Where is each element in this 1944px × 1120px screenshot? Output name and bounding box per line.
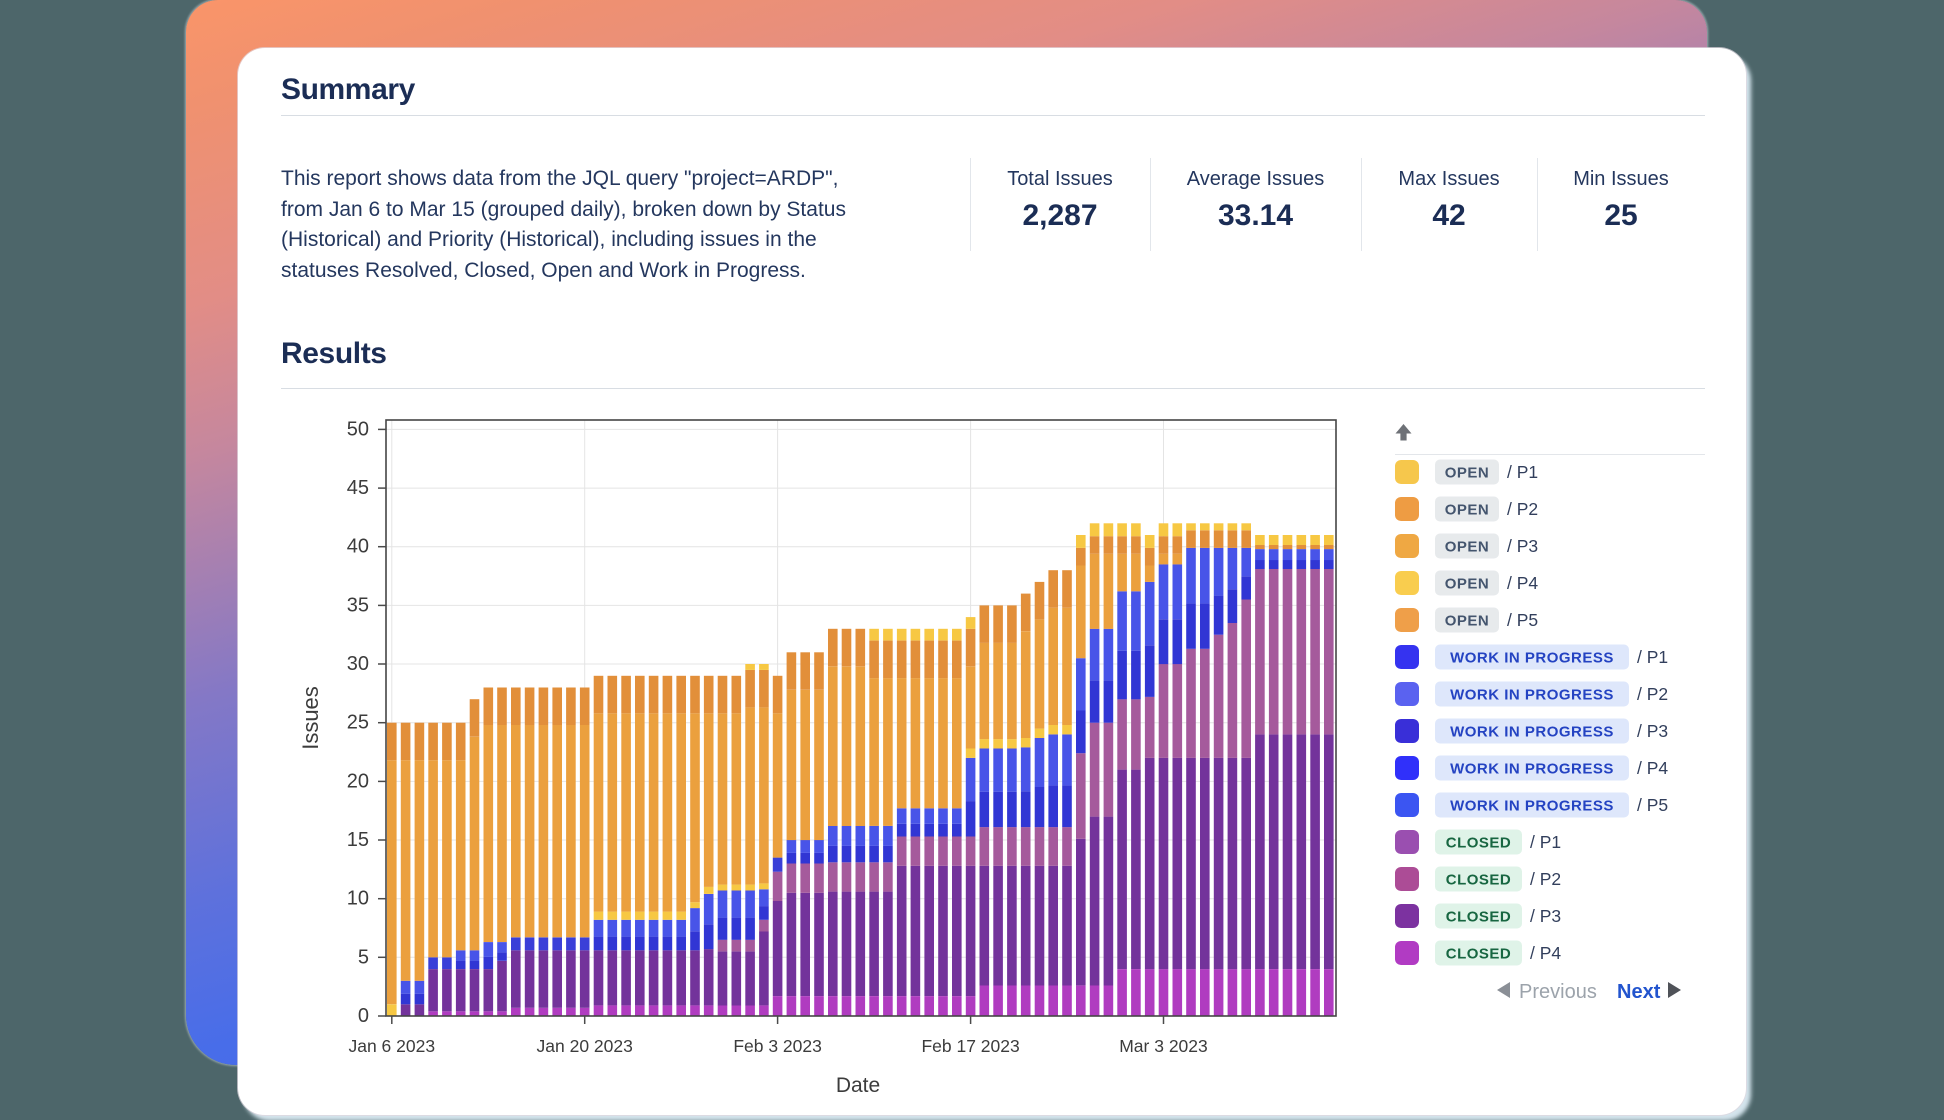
svg-text:/ P5: / P5 bbox=[1507, 610, 1538, 630]
svg-text:35: 35 bbox=[347, 594, 369, 616]
svg-text:25: 25 bbox=[347, 712, 369, 734]
svg-text:/ P1: / P1 bbox=[1530, 832, 1561, 852]
svg-text:OPEN: OPEN bbox=[1445, 576, 1490, 593]
svg-text:45: 45 bbox=[347, 477, 369, 499]
svg-text:Date: Date bbox=[836, 1074, 880, 1097]
svg-text:OPEN: OPEN bbox=[1445, 539, 1490, 556]
svg-text:0: 0 bbox=[358, 1005, 369, 1027]
svg-text:/ P1: / P1 bbox=[1637, 647, 1668, 667]
svg-text:/ P3: / P3 bbox=[1637, 721, 1668, 741]
svg-text:Issues: Issues bbox=[298, 686, 323, 750]
svg-text:15: 15 bbox=[347, 829, 369, 851]
svg-text:/ P2: / P2 bbox=[1637, 684, 1668, 704]
svg-text:Jan 6 2023: Jan 6 2023 bbox=[348, 1036, 435, 1056]
svg-text:Feb 3 2023: Feb 3 2023 bbox=[733, 1036, 822, 1056]
svg-text:CLOSED: CLOSED bbox=[1446, 872, 1512, 889]
svg-text:/ P5: / P5 bbox=[1637, 795, 1668, 815]
svg-text:Jan 20 2023: Jan 20 2023 bbox=[537, 1036, 633, 1056]
svg-text:OPEN: OPEN bbox=[1445, 613, 1490, 630]
svg-text:WORK IN PROGRESS: WORK IN PROGRESS bbox=[1450, 650, 1614, 667]
svg-text:40: 40 bbox=[347, 536, 369, 558]
svg-text:/ P2: / P2 bbox=[1530, 869, 1561, 889]
svg-text:CLOSED: CLOSED bbox=[1446, 909, 1512, 926]
svg-text:10: 10 bbox=[347, 888, 369, 910]
svg-text:/ P3: / P3 bbox=[1530, 906, 1561, 926]
svg-text:Feb 17 2023: Feb 17 2023 bbox=[921, 1036, 1019, 1056]
svg-text:20: 20 bbox=[347, 770, 369, 792]
svg-text:/ P4: / P4 bbox=[1637, 758, 1668, 778]
svg-text:CLOSED: CLOSED bbox=[1446, 946, 1512, 963]
svg-text:/ P1: / P1 bbox=[1507, 462, 1538, 482]
svg-text:Previous: Previous bbox=[1519, 981, 1597, 1003]
svg-text:WORK IN PROGRESS: WORK IN PROGRESS bbox=[1450, 724, 1614, 741]
svg-text:5: 5 bbox=[358, 946, 369, 968]
svg-text:WORK IN PROGRESS: WORK IN PROGRESS bbox=[1450, 798, 1614, 815]
svg-text:/ P4: / P4 bbox=[1507, 573, 1538, 593]
svg-text:/ P4: / P4 bbox=[1530, 943, 1561, 963]
svg-text:Next: Next bbox=[1617, 981, 1661, 1003]
svg-text:50: 50 bbox=[347, 418, 369, 440]
svg-text:CLOSED: CLOSED bbox=[1446, 835, 1512, 852]
svg-text:WORK IN PROGRESS: WORK IN PROGRESS bbox=[1450, 687, 1614, 704]
svg-text:OPEN: OPEN bbox=[1445, 502, 1490, 519]
svg-text:OPEN: OPEN bbox=[1445, 465, 1490, 482]
svg-text:WORK IN PROGRESS: WORK IN PROGRESS bbox=[1450, 761, 1614, 778]
svg-text:30: 30 bbox=[347, 653, 369, 675]
svg-text:Mar 3 2023: Mar 3 2023 bbox=[1119, 1036, 1208, 1056]
svg-text:/ P2: / P2 bbox=[1507, 499, 1538, 519]
svg-text:/ P3: / P3 bbox=[1507, 536, 1538, 556]
